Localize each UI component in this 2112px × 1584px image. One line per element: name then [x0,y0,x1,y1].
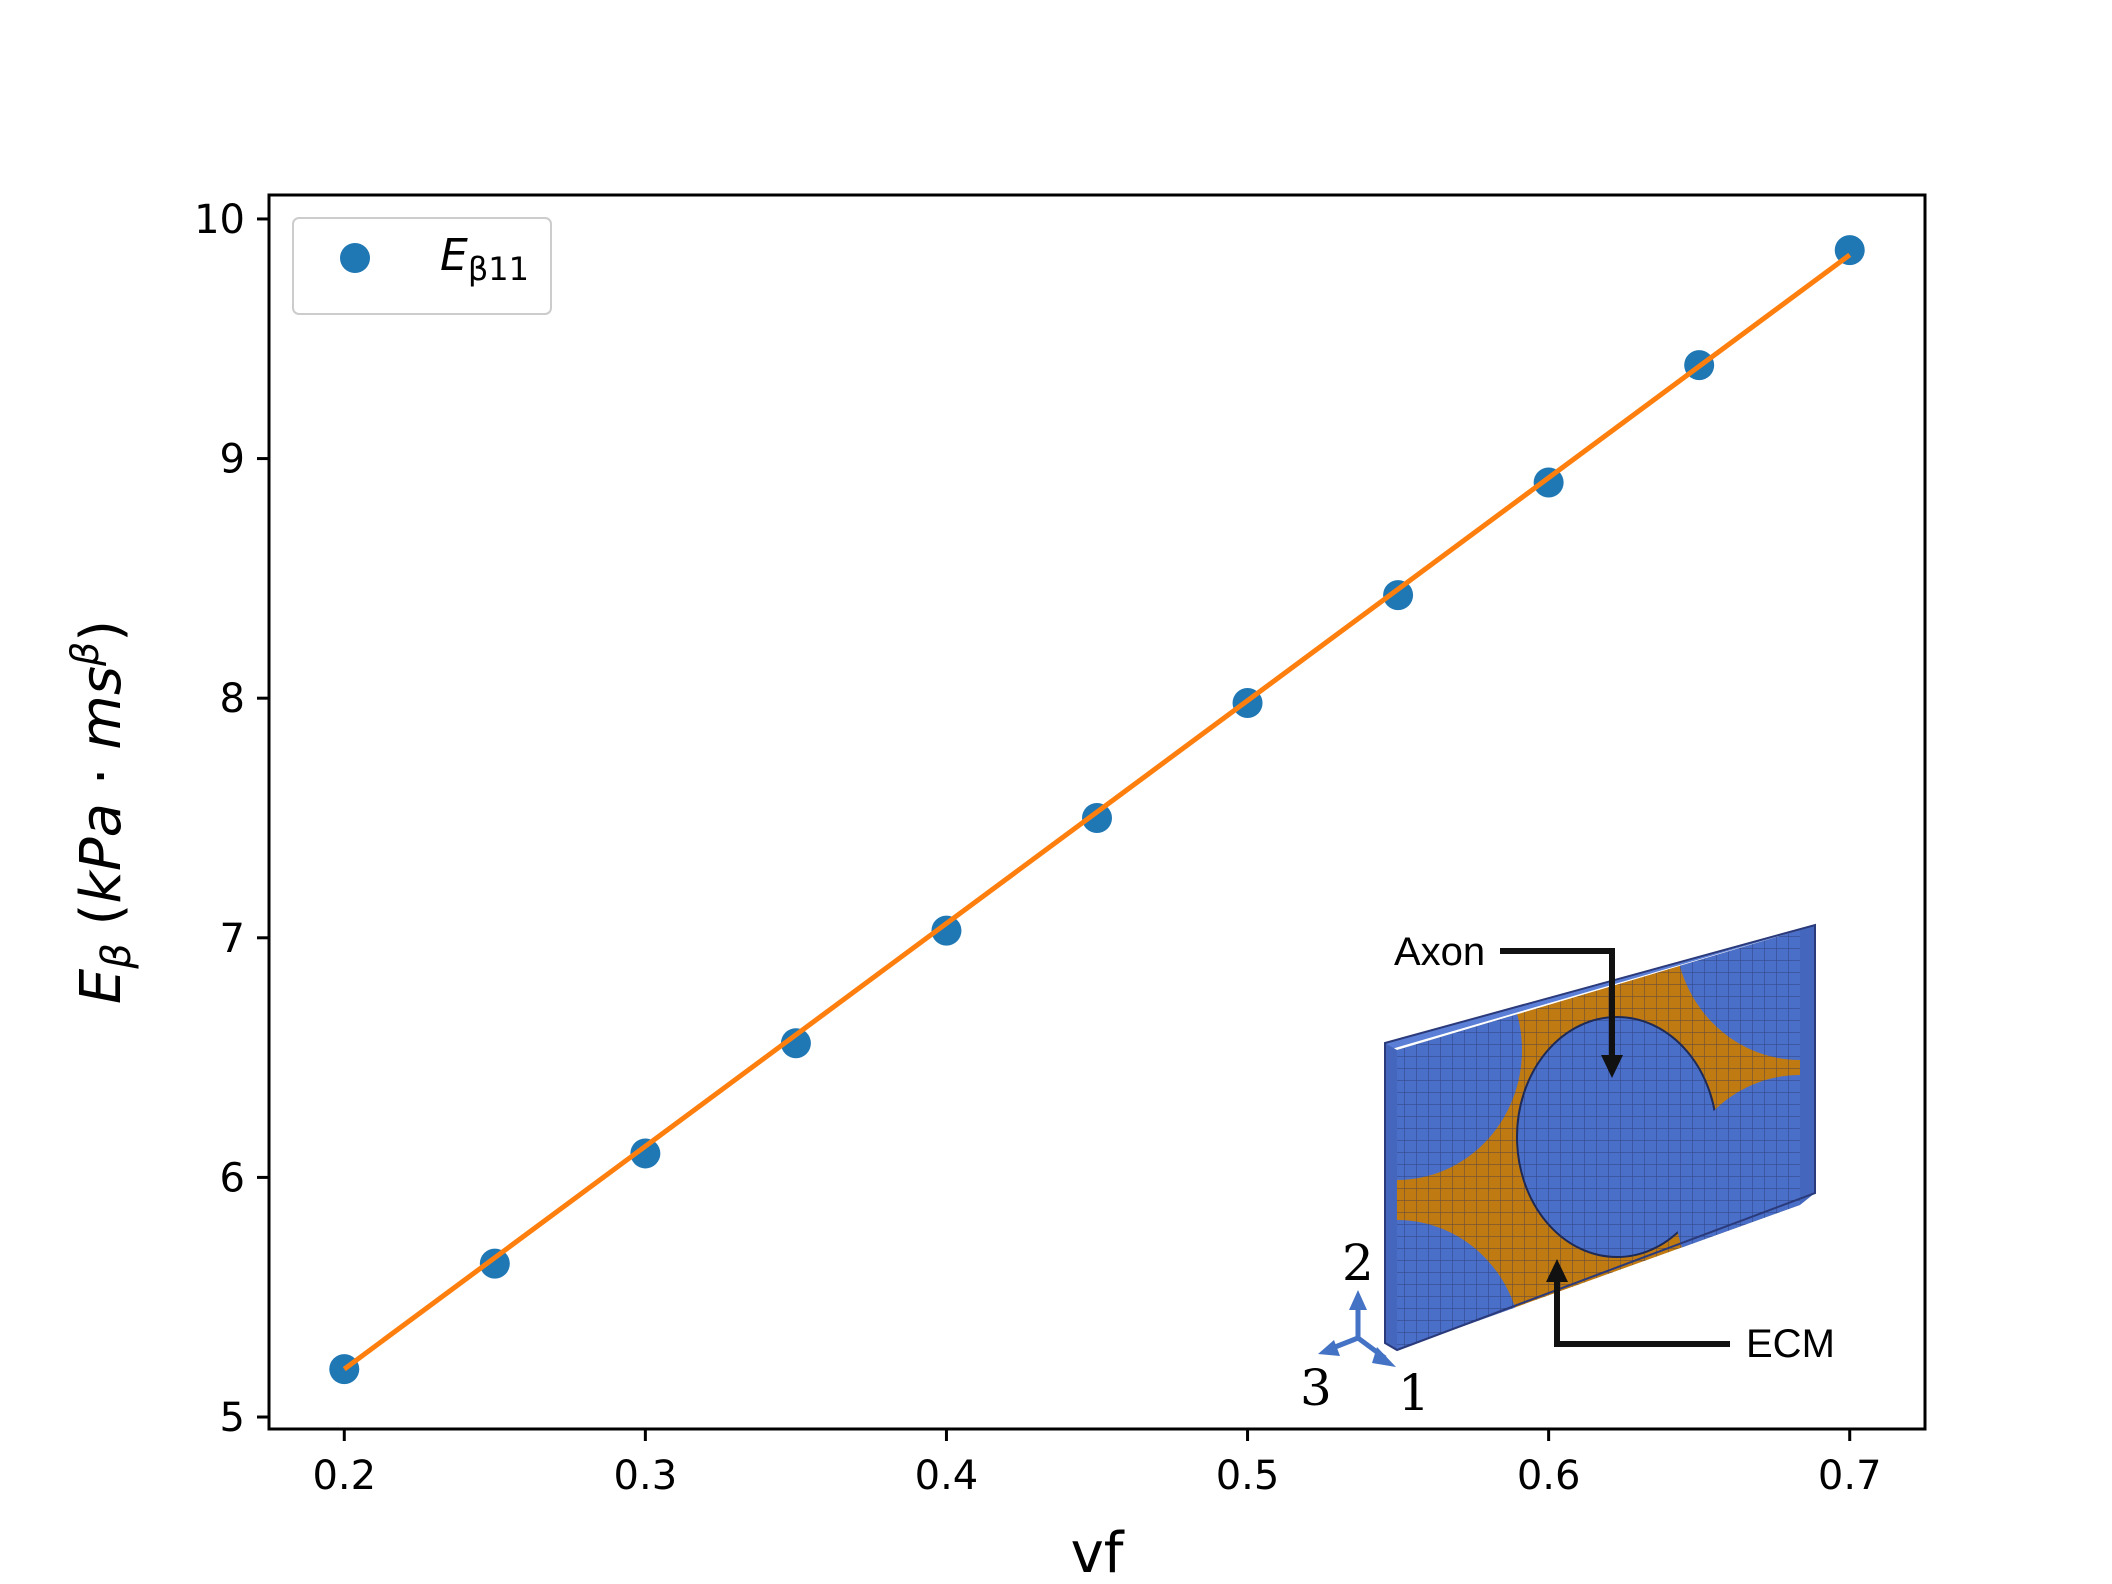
axon-label: Axon [1394,930,1485,974]
inset-slab-outline [1384,923,1816,1352]
ecm-pointer [1554,1272,1730,1347]
x-tick-label: 0.3 [614,1453,678,1499]
axon-pointer [1500,948,1615,1065]
scatter-point [780,1028,811,1059]
plot-area: 0.2 0.3 0.4 0.5 0.6 0.7 5 6 7 8 9 10 [194,193,1927,1499]
axon-arrowhead [1601,1055,1623,1078]
y-tick-label: 10 [194,197,245,243]
inset-slab-top [1385,925,1815,1050]
y-tick-label: 5 [220,1395,245,1441]
inset-diagram: Axon ECM 2 1 3 [1300,923,1835,1422]
x-tick-label: 0.2 [312,1453,376,1499]
ecm-arrowhead [1546,1259,1568,1282]
ecm-label: ECM [1746,1322,1835,1366]
coordinate-triad: 2 1 3 [1300,1234,1430,1422]
scatter-point [630,1138,661,1169]
scatter-point [1082,802,1112,833]
fit-line [342,252,1852,1372]
legend-box [292,217,552,315]
x-axis-title: vf [1071,1521,1125,1584]
axis-1-arrowhead [1372,1347,1396,1367]
inset-slab-left [1385,1043,1397,1350]
axis-2-arrowhead [1349,1290,1367,1310]
scatter-point [1383,580,1414,611]
x-tick-label: 0.7 [1818,1453,1882,1499]
legend-marker [340,243,370,273]
axis-label-1: 1 [1398,1364,1430,1422]
axes-frame [267,193,1927,1431]
inset-mesh [1397,930,1800,1350]
x-tick-label: 0.6 [1517,1453,1581,1499]
legend: Eβ11 [292,217,552,315]
x-axis-ticks: 0.2 0.3 0.4 0.5 0.6 0.7 [312,1429,1882,1499]
x-tick-label: 0.5 [1216,1453,1280,1499]
series-layer [329,235,1865,1385]
axis-label-3: 3 [1300,1359,1332,1417]
inset-slab-side [1800,925,1815,1205]
scatter-point [479,1248,510,1279]
y-axis-title: Eβ (kPa · msβ) [63,620,140,1004]
y-tick-label: 6 [220,1155,245,1201]
y-axis-ticks: 5 6 7 8 9 10 [194,197,269,1441]
scatter-point [931,915,962,946]
y-tick-label: 7 [220,916,245,962]
axis-3-arrowhead [1318,1340,1340,1356]
y-tick-label: 9 [220,437,245,483]
y-tick-label: 8 [220,676,245,722]
x-tick-label: 0.4 [915,1453,979,1499]
axis-label-2: 2 [1342,1234,1374,1292]
